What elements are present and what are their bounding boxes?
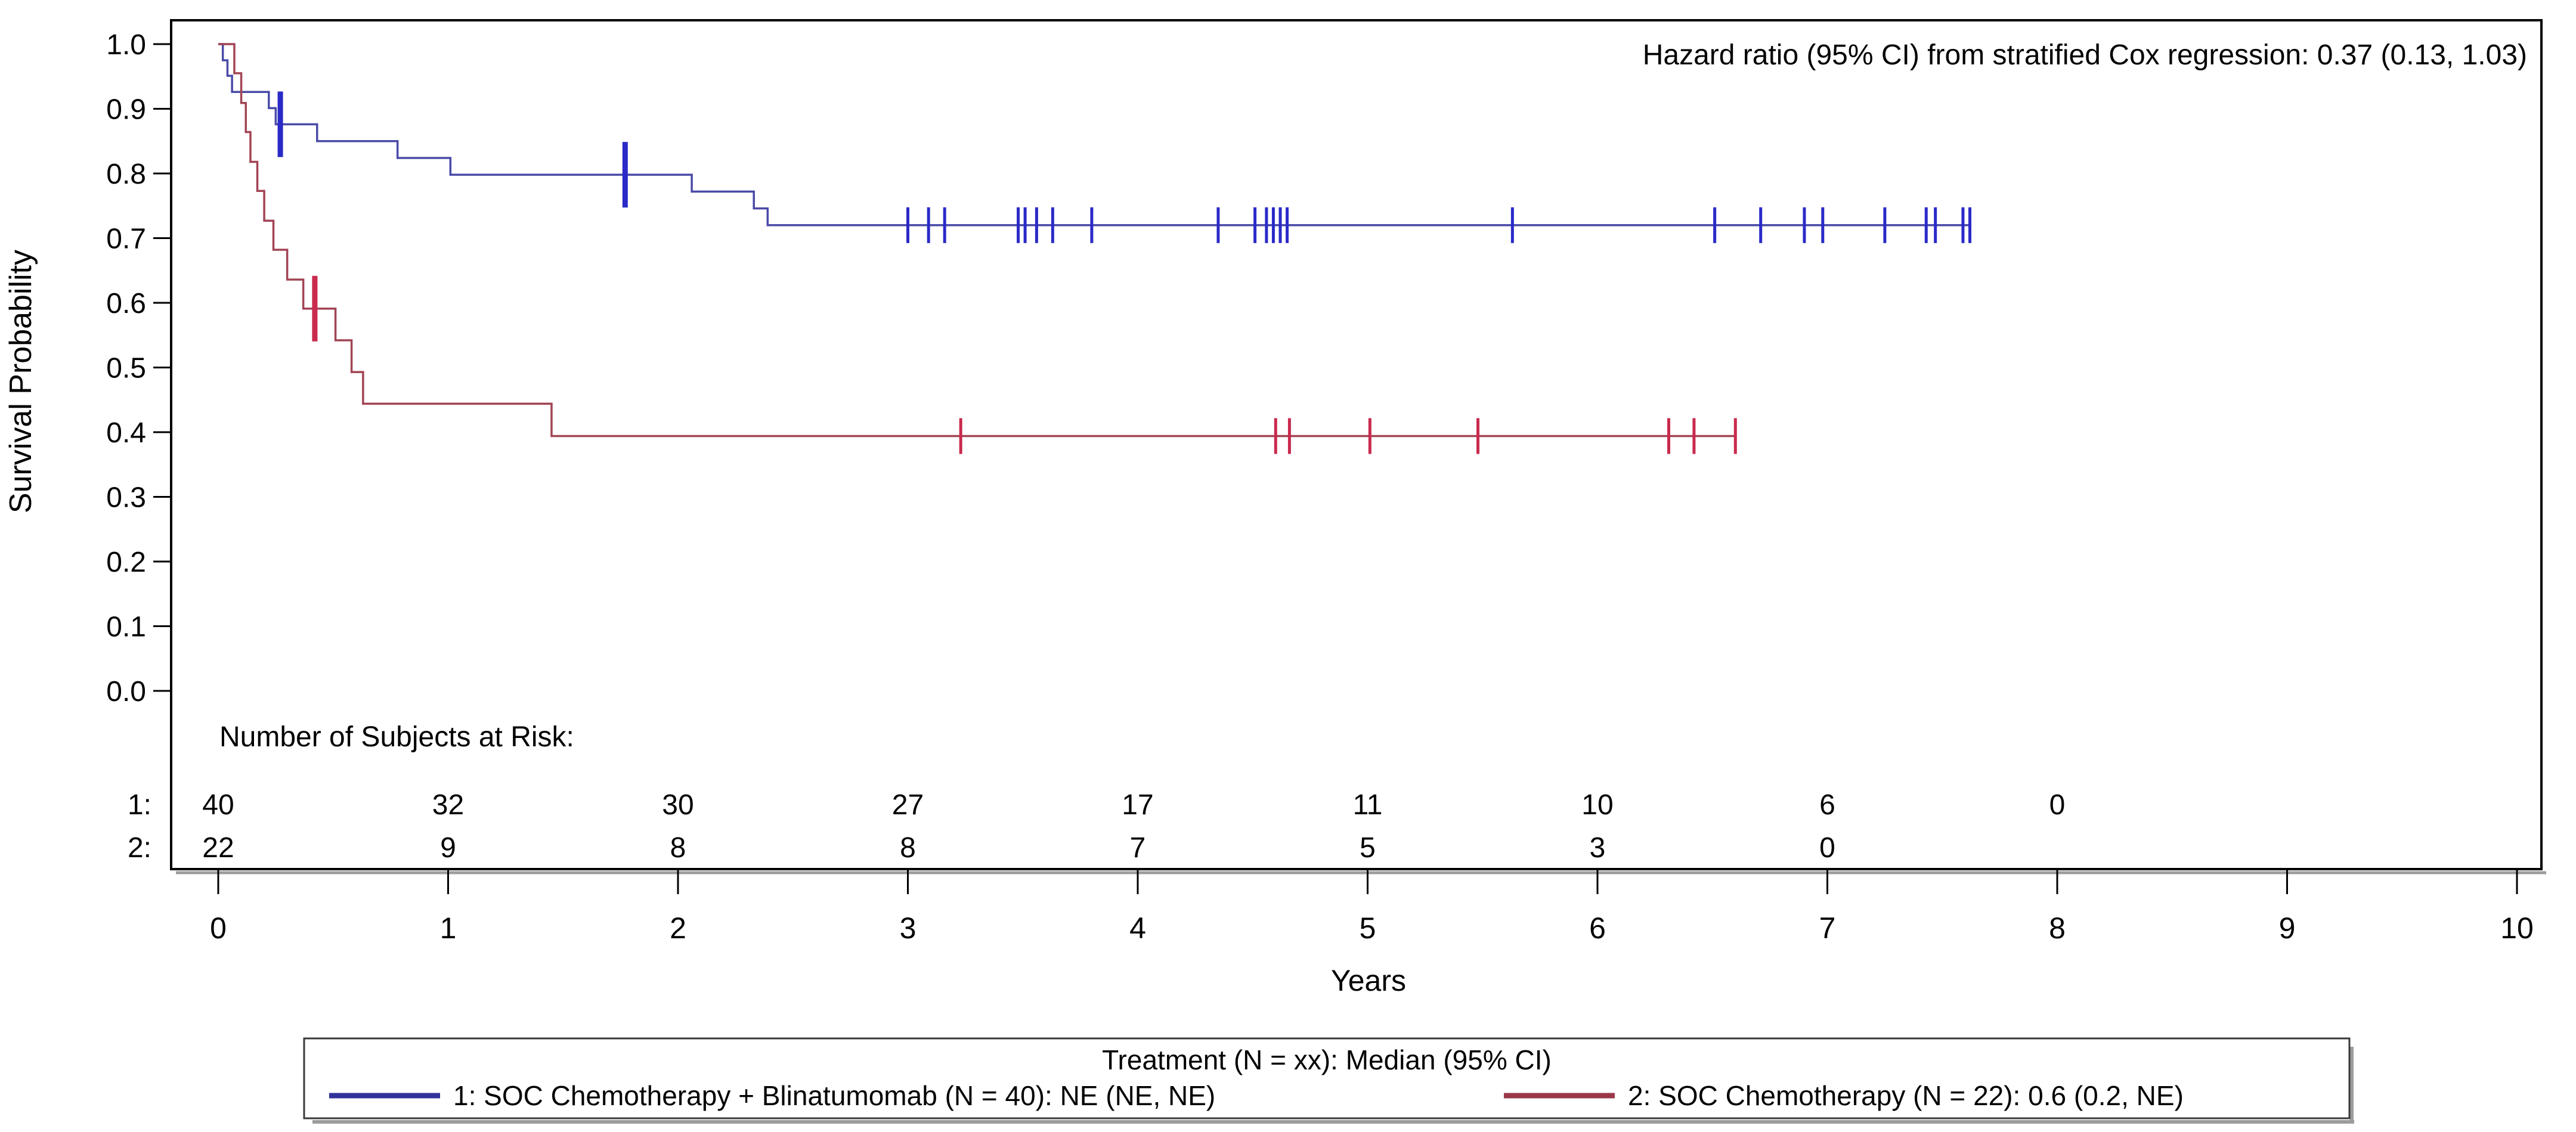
y-axis-label: Survival Probability xyxy=(4,250,38,513)
legend: Treatment (N = xx): Median (95% CI) 1: S… xyxy=(303,1037,2354,1124)
legend-title: Treatment (N = xx): Median (95% CI) xyxy=(1102,1044,1552,1075)
y-tick-label: 0.4 xyxy=(106,417,146,449)
legend-entry-arm1: 1: SOC Chemotherapy + Blinatumomab (N = … xyxy=(329,1080,1215,1111)
y-tick-label: 0.9 xyxy=(106,94,146,126)
risk-count-arm2-year4: 7 xyxy=(1130,832,1146,864)
curves-layer xyxy=(218,43,1972,454)
y-tick-label: 0.1 xyxy=(106,612,146,643)
risk-count-arm2-year3: 8 xyxy=(900,832,916,864)
risk-table-layer: 1: 40 32 30 27 17 11 10 6 02: 22 9 8 8 7 5 3 0 xyxy=(128,789,2065,864)
legend-entry-arm2: 2: SOC Chemotherapy (N = 22): 0.6 (0.2, … xyxy=(1504,1080,2184,1111)
risk-count-arm2-year1: 9 xyxy=(440,832,456,864)
risk-count-arm2-year6: 3 xyxy=(1590,832,1606,864)
x-tick-label: 2 xyxy=(670,911,686,945)
y-tick-label: 0.8 xyxy=(106,159,146,190)
risk-row-label-arm1: 1: xyxy=(128,789,151,821)
hazard-ratio-note: Hazard ratio (95% CI) from stratified Co… xyxy=(1643,39,2527,71)
risk-count-arm2-year2: 8 xyxy=(670,832,686,864)
x-tick-label: 4 xyxy=(1129,911,1146,945)
risk-count-arm1-year0: 40 xyxy=(202,789,234,821)
y-tick-label: 0.5 xyxy=(106,353,146,384)
risk-count-arm1-year3: 27 xyxy=(892,789,924,821)
risk-count-arm1-year1: 32 xyxy=(432,789,464,821)
y-tick-label: 0.3 xyxy=(106,482,146,514)
risk-count-arm1-year7: 6 xyxy=(1819,789,1835,821)
x-tick-label: 0 xyxy=(210,911,227,945)
x-axis-label: Years xyxy=(1331,964,1406,997)
x-tick-label: 8 xyxy=(2049,911,2066,945)
legend-entry-arm2-label: 2: SOC Chemotherapy (N = 22): 0.6 (0.2, … xyxy=(1628,1080,2184,1111)
x-tick-label: 9 xyxy=(2279,911,2296,945)
risk-count-arm1-year5: 11 xyxy=(1353,789,1383,821)
axes-layer: 1.0 0.9 0.8 0.7 0.6 0.5 0.4 0.3 0.2 0.1 0.0 0 1 2 3 4 5 6… xyxy=(106,19,2546,945)
risk-count-arm1-year4: 17 xyxy=(1122,789,1153,821)
legend-box xyxy=(303,1037,2351,1119)
y-tick-label: 0.0 xyxy=(106,676,146,708)
legend-entry-arm1-label: 1: SOC Chemotherapy + Blinatumomab (N = … xyxy=(453,1080,1215,1111)
y-tick-label: 0.6 xyxy=(106,288,146,320)
x-tick-label: 7 xyxy=(1819,911,1836,945)
risk-count-arm1-year6: 10 xyxy=(1581,789,1613,821)
risk-count-arm2-year5: 5 xyxy=(1360,832,1376,864)
km-curve-arm1 xyxy=(218,43,1970,227)
x-tick-label: 1 xyxy=(440,911,457,945)
risk-count-arm1-year8: 0 xyxy=(2049,789,2066,821)
x-tick-label: 10 xyxy=(2500,911,2534,945)
risk-count-arm1-year2: 30 xyxy=(662,789,693,821)
x-tick-label: 5 xyxy=(1360,911,1376,945)
km-curve-arm2 xyxy=(218,43,1736,438)
y-tick-label: 0.7 xyxy=(106,224,146,255)
plot-frame xyxy=(170,19,2543,870)
risk-row-label-arm2: 2: xyxy=(128,832,151,864)
y-tick-label: 0.2 xyxy=(106,547,146,578)
risk-table-header: Number of Subjects at Risk: xyxy=(219,721,574,753)
risk-count-arm2-year0: 22 xyxy=(202,832,234,864)
x-tick-label: 3 xyxy=(900,911,917,945)
risk-count-arm2-year7: 0 xyxy=(1819,832,1835,864)
y-tick-label: 1.0 xyxy=(106,29,146,61)
x-tick-label: 6 xyxy=(1589,911,1606,945)
